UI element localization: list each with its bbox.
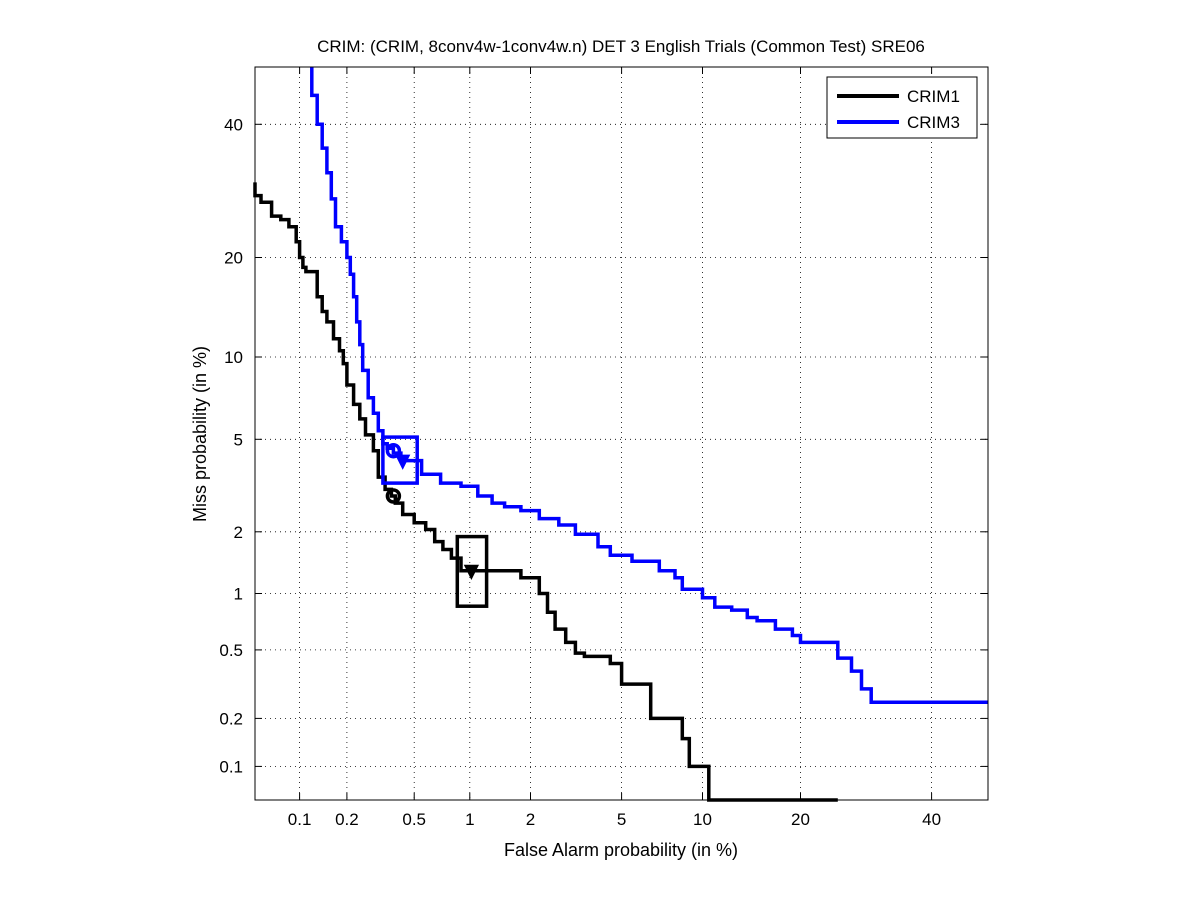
confidence-box-crim3 (381, 435, 419, 485)
grid (255, 67, 988, 800)
y-tick-label: 40 (224, 115, 243, 134)
legend-label-crim3: CRIM3 (907, 113, 960, 132)
y-tick-label: 2 (234, 523, 243, 542)
marker-layer (381, 435, 489, 608)
series-line-crim3 (310, 67, 988, 705)
y-tick-label: 5 (234, 430, 243, 449)
x-tick-label: 40 (922, 810, 941, 829)
y-tick-label: 0.5 (219, 641, 243, 660)
y-tick-label: 20 (224, 249, 243, 268)
x-tick-label: 0.2 (335, 810, 359, 829)
y-tick-label: 10 (224, 348, 243, 367)
y-axis-label: Miss probability (in %) (190, 346, 210, 522)
x-tick-label: 20 (791, 810, 810, 829)
min-dcf-marker-crim1 (463, 564, 480, 581)
min-dcf-marker-crim3 (395, 454, 411, 470)
tick-layer: 0.1 0.2 0.5 1 2 5 10 20 40 0.1 0.2 0.5 1 2 5 10 20 40 (219, 67, 988, 829)
legend: CRIM1 CRIM3 (826, 76, 978, 139)
operating-point-crim1 (385, 488, 402, 504)
x-tick-label: 5 (617, 810, 626, 829)
y-tick-label: 1 (234, 585, 243, 604)
confidence-box-crim1 (455, 534, 489, 608)
x-tick-label: 0.1 (288, 810, 312, 829)
x-axis-label: False Alarm probability (in %) (504, 840, 738, 860)
x-tick-label: 10 (693, 810, 712, 829)
legend-label-crim1: CRIM1 (907, 87, 960, 106)
x-tick-label: 1 (465, 810, 474, 829)
chart-title: CRIM: (CRIM, 8conv4w-1conv4w.n) DET 3 En… (317, 37, 925, 56)
operating-point-crim3 (385, 442, 402, 459)
y-tick-label: 0.1 (219, 757, 243, 776)
x-tick-label: 0.5 (402, 810, 426, 829)
y-tick-label: 0.2 (219, 709, 243, 728)
x-tick-label: 2 (526, 810, 535, 829)
legend-box (826, 76, 978, 139)
